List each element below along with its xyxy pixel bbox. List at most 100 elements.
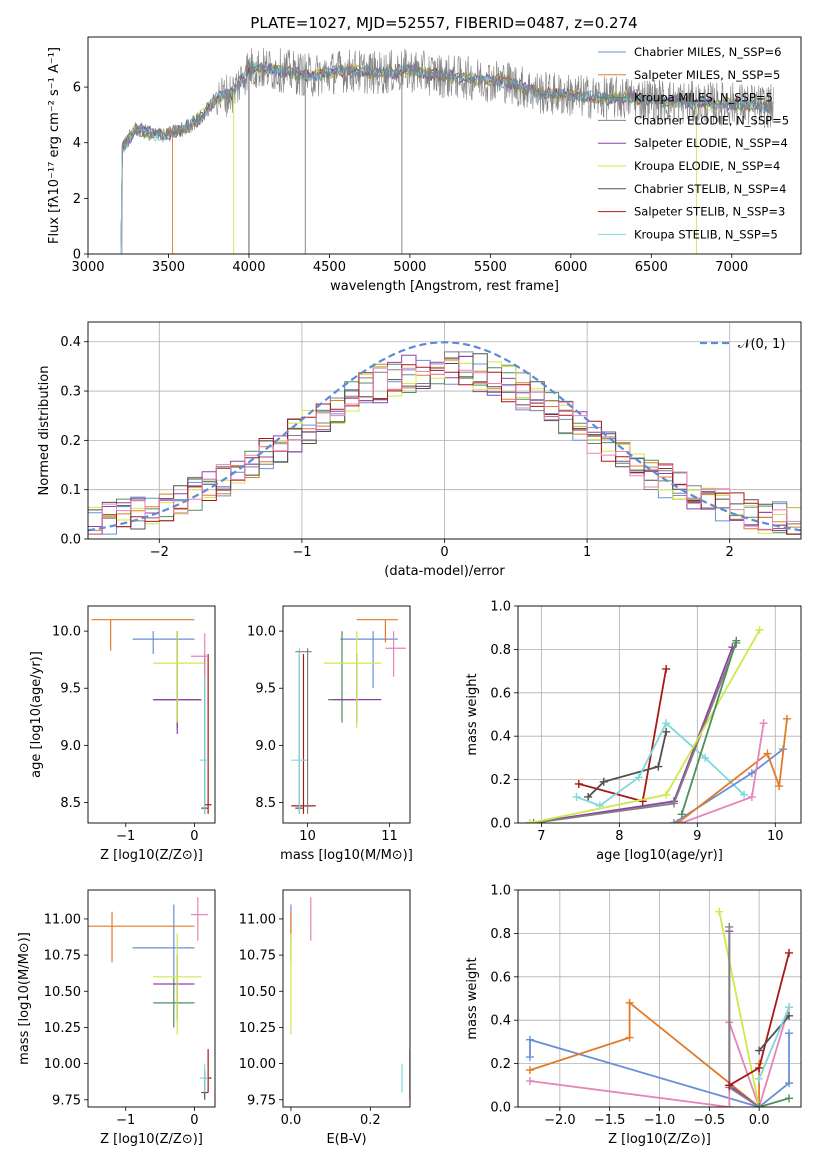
x-tick-label: 8 bbox=[615, 829, 623, 844]
mass-weight-marker bbox=[525, 1066, 534, 1075]
y-tick-label: 0.4 bbox=[490, 730, 511, 745]
x-tick-label: −1 bbox=[116, 829, 135, 844]
y-tick-label: 0 bbox=[73, 248, 81, 263]
y-tick-label: 0.3 bbox=[60, 385, 81, 400]
y-tick-label: 6 bbox=[73, 81, 81, 96]
x-axis-label: age [log10(age/yr)] bbox=[596, 848, 723, 863]
mass-weight-marker bbox=[525, 1035, 534, 1044]
mass-weight-marker bbox=[785, 1003, 794, 1012]
legend-label: 𝒩(0, 1) bbox=[738, 337, 785, 352]
x-tick-label: 10 bbox=[767, 829, 784, 844]
y-tick-label: 1.0 bbox=[490, 884, 511, 899]
plot-area bbox=[88, 341, 801, 535]
mass-weight-marker bbox=[662, 719, 671, 728]
plot-area bbox=[525, 907, 794, 1107]
y-tick-label: 9.5 bbox=[60, 682, 81, 697]
mass-weight-marker bbox=[669, 819, 678, 823]
y-tick-label: 0.1 bbox=[60, 483, 81, 498]
plot-area bbox=[290, 897, 410, 1100]
mass-weight-marker bbox=[634, 773, 643, 782]
residual-histogram bbox=[88, 359, 801, 535]
mass-weight-vs-z-panel: −2.0 −1.5 −1.0 −0.5 0.0 0.0 0.2 0.4 0.6 0.8 1.0 Z [… bbox=[465, 884, 802, 1147]
mass-weight-marker bbox=[662, 664, 671, 673]
mass-weight-marker bbox=[785, 948, 794, 957]
y-tick-label: 0.2 bbox=[490, 1057, 511, 1072]
mass-weight-marker bbox=[525, 819, 534, 823]
mass-weight-marker bbox=[785, 1094, 794, 1103]
mass-vs-z-panel: −1 0 9.75 10.00 10.25 10.50 10.75 11.00 Z [log10… bbox=[17, 889, 216, 1147]
x-tick-label: 0 bbox=[440, 545, 448, 560]
y-tick-label: 10.00 bbox=[239, 1057, 276, 1072]
legend-label: Kroupa MILES, N_SSP=5 bbox=[634, 91, 773, 105]
y-tick-label: 1.0 bbox=[490, 600, 511, 615]
mass-weight-marker bbox=[599, 777, 608, 786]
mass-weight-marker bbox=[747, 792, 756, 801]
x-tick-label: 1 bbox=[583, 545, 591, 560]
legend-label: Kroupa STELIB, N_SSP=5 bbox=[634, 227, 778, 241]
mass-weight-marker bbox=[625, 1033, 634, 1042]
mass-weight-line bbox=[587, 731, 667, 798]
mass-weight-marker bbox=[701, 753, 710, 762]
x-axis-label: wavelength [Angstrom, rest frame] bbox=[330, 279, 559, 294]
figure-title: PLATE=1027, MJD=52557, FIBERID=0487, z=0… bbox=[250, 14, 637, 32]
mass-weight-marker bbox=[785, 1079, 794, 1088]
y-tick-label: 10.75 bbox=[44, 949, 81, 964]
y-tick-label: 0.6 bbox=[490, 686, 511, 701]
mass-weight-line bbox=[529, 1033, 790, 1107]
mass-weight-marker bbox=[725, 1103, 734, 1107]
mass-weight-line bbox=[578, 668, 667, 803]
mass-weight-marker bbox=[662, 727, 671, 736]
x-axis-label: Z [log10(Z/Z⊙)] bbox=[100, 848, 203, 863]
x-tick-label: 0.0 bbox=[749, 1113, 770, 1128]
mass-weight-marker bbox=[755, 1103, 764, 1107]
x-axis-label: mass [log10(M/M⊙)] bbox=[280, 848, 413, 863]
y-tick-label: 0.8 bbox=[490, 927, 511, 942]
y-tick-label: 9.5 bbox=[255, 682, 276, 697]
axes-frame bbox=[517, 605, 802, 824]
mass-weight-marker bbox=[782, 714, 791, 723]
mass-weight-line bbox=[529, 1000, 760, 1107]
mass-weight-marker bbox=[763, 749, 772, 758]
y-tick-label: 10.00 bbox=[44, 1057, 81, 1072]
axes-frame bbox=[87, 889, 216, 1108]
x-tick-label: −1.5 bbox=[594, 1113, 626, 1128]
mass-weight-marker bbox=[725, 922, 734, 931]
mass-weight-marker bbox=[673, 819, 682, 823]
plot-area bbox=[291, 619, 406, 814]
x-axis-label: Z [log10(Z/Z⊙)] bbox=[608, 1132, 711, 1147]
mass-weight-line bbox=[576, 721, 745, 807]
mass-weight-marker bbox=[759, 719, 768, 728]
mass-weight-marker bbox=[677, 819, 686, 823]
y-tick-label: 0.4 bbox=[490, 1014, 511, 1029]
y-axis-label: age [log10(age/yr)] bbox=[29, 651, 44, 778]
mass-vs-ebv-panel: 0.0 0.2 9.75 10.00 10.25 10.50 10.75 11.00 E(B-V… bbox=[239, 889, 411, 1147]
x-tick-label: 11 bbox=[381, 829, 398, 844]
x-tick-label: 6500 bbox=[635, 260, 668, 275]
residuals-panel: −2 −1 0 1 2 0.0 0.1 0.2 0.3 0.4 (data-model)/error… bbox=[37, 321, 802, 579]
y-axis-label: mass [log10(M/M⊙)] bbox=[17, 932, 32, 1065]
y-tick-label: 10.50 bbox=[44, 985, 81, 1000]
y-tick-label: 0.4 bbox=[60, 335, 81, 350]
x-tick-label: −0.5 bbox=[694, 1113, 726, 1128]
y-tick-label: 8.5 bbox=[255, 796, 276, 811]
y-tick-label: 0.8 bbox=[490, 643, 511, 658]
axes-frame bbox=[87, 605, 216, 824]
mass-weight-marker bbox=[715, 907, 724, 916]
mass-weight-marker bbox=[785, 1011, 794, 1020]
y-axis-label: Flux [fλ10⁻¹⁷ erg cm⁻² s⁻¹ A⁻¹] bbox=[47, 47, 62, 244]
plot-area bbox=[91, 619, 212, 814]
x-tick-label: 9 bbox=[693, 829, 701, 844]
y-tick-label: 10.50 bbox=[239, 985, 276, 1000]
y-tick-label: 11.00 bbox=[239, 912, 276, 927]
mass-weight-marker bbox=[584, 792, 593, 801]
mass-weight-line bbox=[758, 1015, 790, 1052]
x-tick-label: 5000 bbox=[393, 260, 426, 275]
x-tick-label: 4500 bbox=[313, 260, 346, 275]
x-tick-label: 0.0 bbox=[281, 1113, 302, 1128]
y-tick-label: 4 bbox=[73, 136, 81, 151]
axes-frame bbox=[282, 889, 411, 1108]
x-tick-label: −1 bbox=[292, 545, 311, 560]
y-tick-label: 9.0 bbox=[60, 739, 81, 754]
axes-frame bbox=[87, 36, 802, 255]
